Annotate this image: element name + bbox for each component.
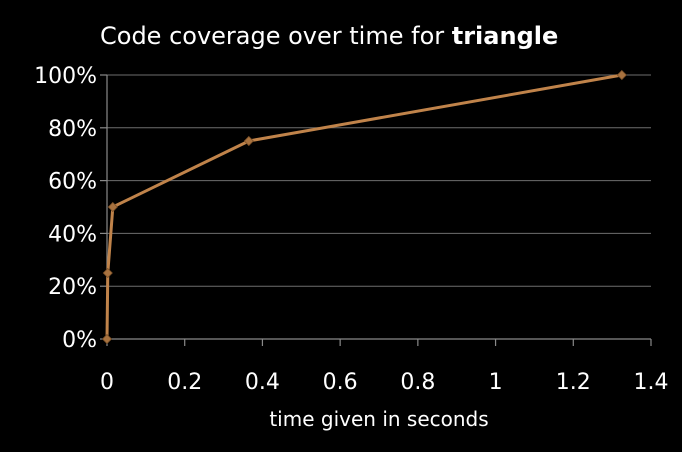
x-tick-label-0: 0	[100, 370, 114, 395]
chart-title-bold-text: triangle	[452, 22, 559, 50]
data-point-1	[102, 267, 113, 279]
y-tick-label-2: 40%	[48, 222, 97, 247]
x-tick-label-4: 0.8	[400, 370, 435, 395]
x-tick-label-1: 0.2	[167, 370, 202, 395]
x-axis-label: time given in seconds	[269, 407, 488, 431]
x-tick-label-3: 0.6	[323, 370, 358, 395]
x-tick-label-7: 1.4	[634, 370, 669, 395]
x-tick-label-5: 1	[489, 370, 503, 395]
y-tick-label-4: 80%	[48, 117, 97, 142]
grid-layer	[107, 74, 651, 287]
data-point-0	[101, 333, 113, 345]
x-tick-label-6: 1.2	[556, 370, 591, 395]
data-point-4	[616, 69, 627, 81]
y-tick-label-5: 100%	[34, 64, 97, 89]
y-tick-label-1: 20%	[48, 275, 97, 300]
y-tick-label-0: 0%	[62, 328, 97, 353]
y-tick-label-3: 60%	[48, 170, 97, 195]
series-layer	[101, 69, 627, 345]
x-tick-label-2: 0.4	[245, 370, 280, 395]
data-point-3	[243, 135, 254, 147]
chart-title-text: Code coverage over time for	[100, 22, 452, 50]
tick-label-layer: 0% 20% 40% 60% 80% 100% 0 0.2 0.4 0.6 0.8 1 1.2 1.4	[34, 64, 668, 395]
axis-layer	[100, 74, 652, 346]
series-line-0	[105, 73, 623, 340]
chart-title: Code coverage over time for triangle	[100, 22, 558, 50]
data-point-2	[107, 201, 118, 213]
